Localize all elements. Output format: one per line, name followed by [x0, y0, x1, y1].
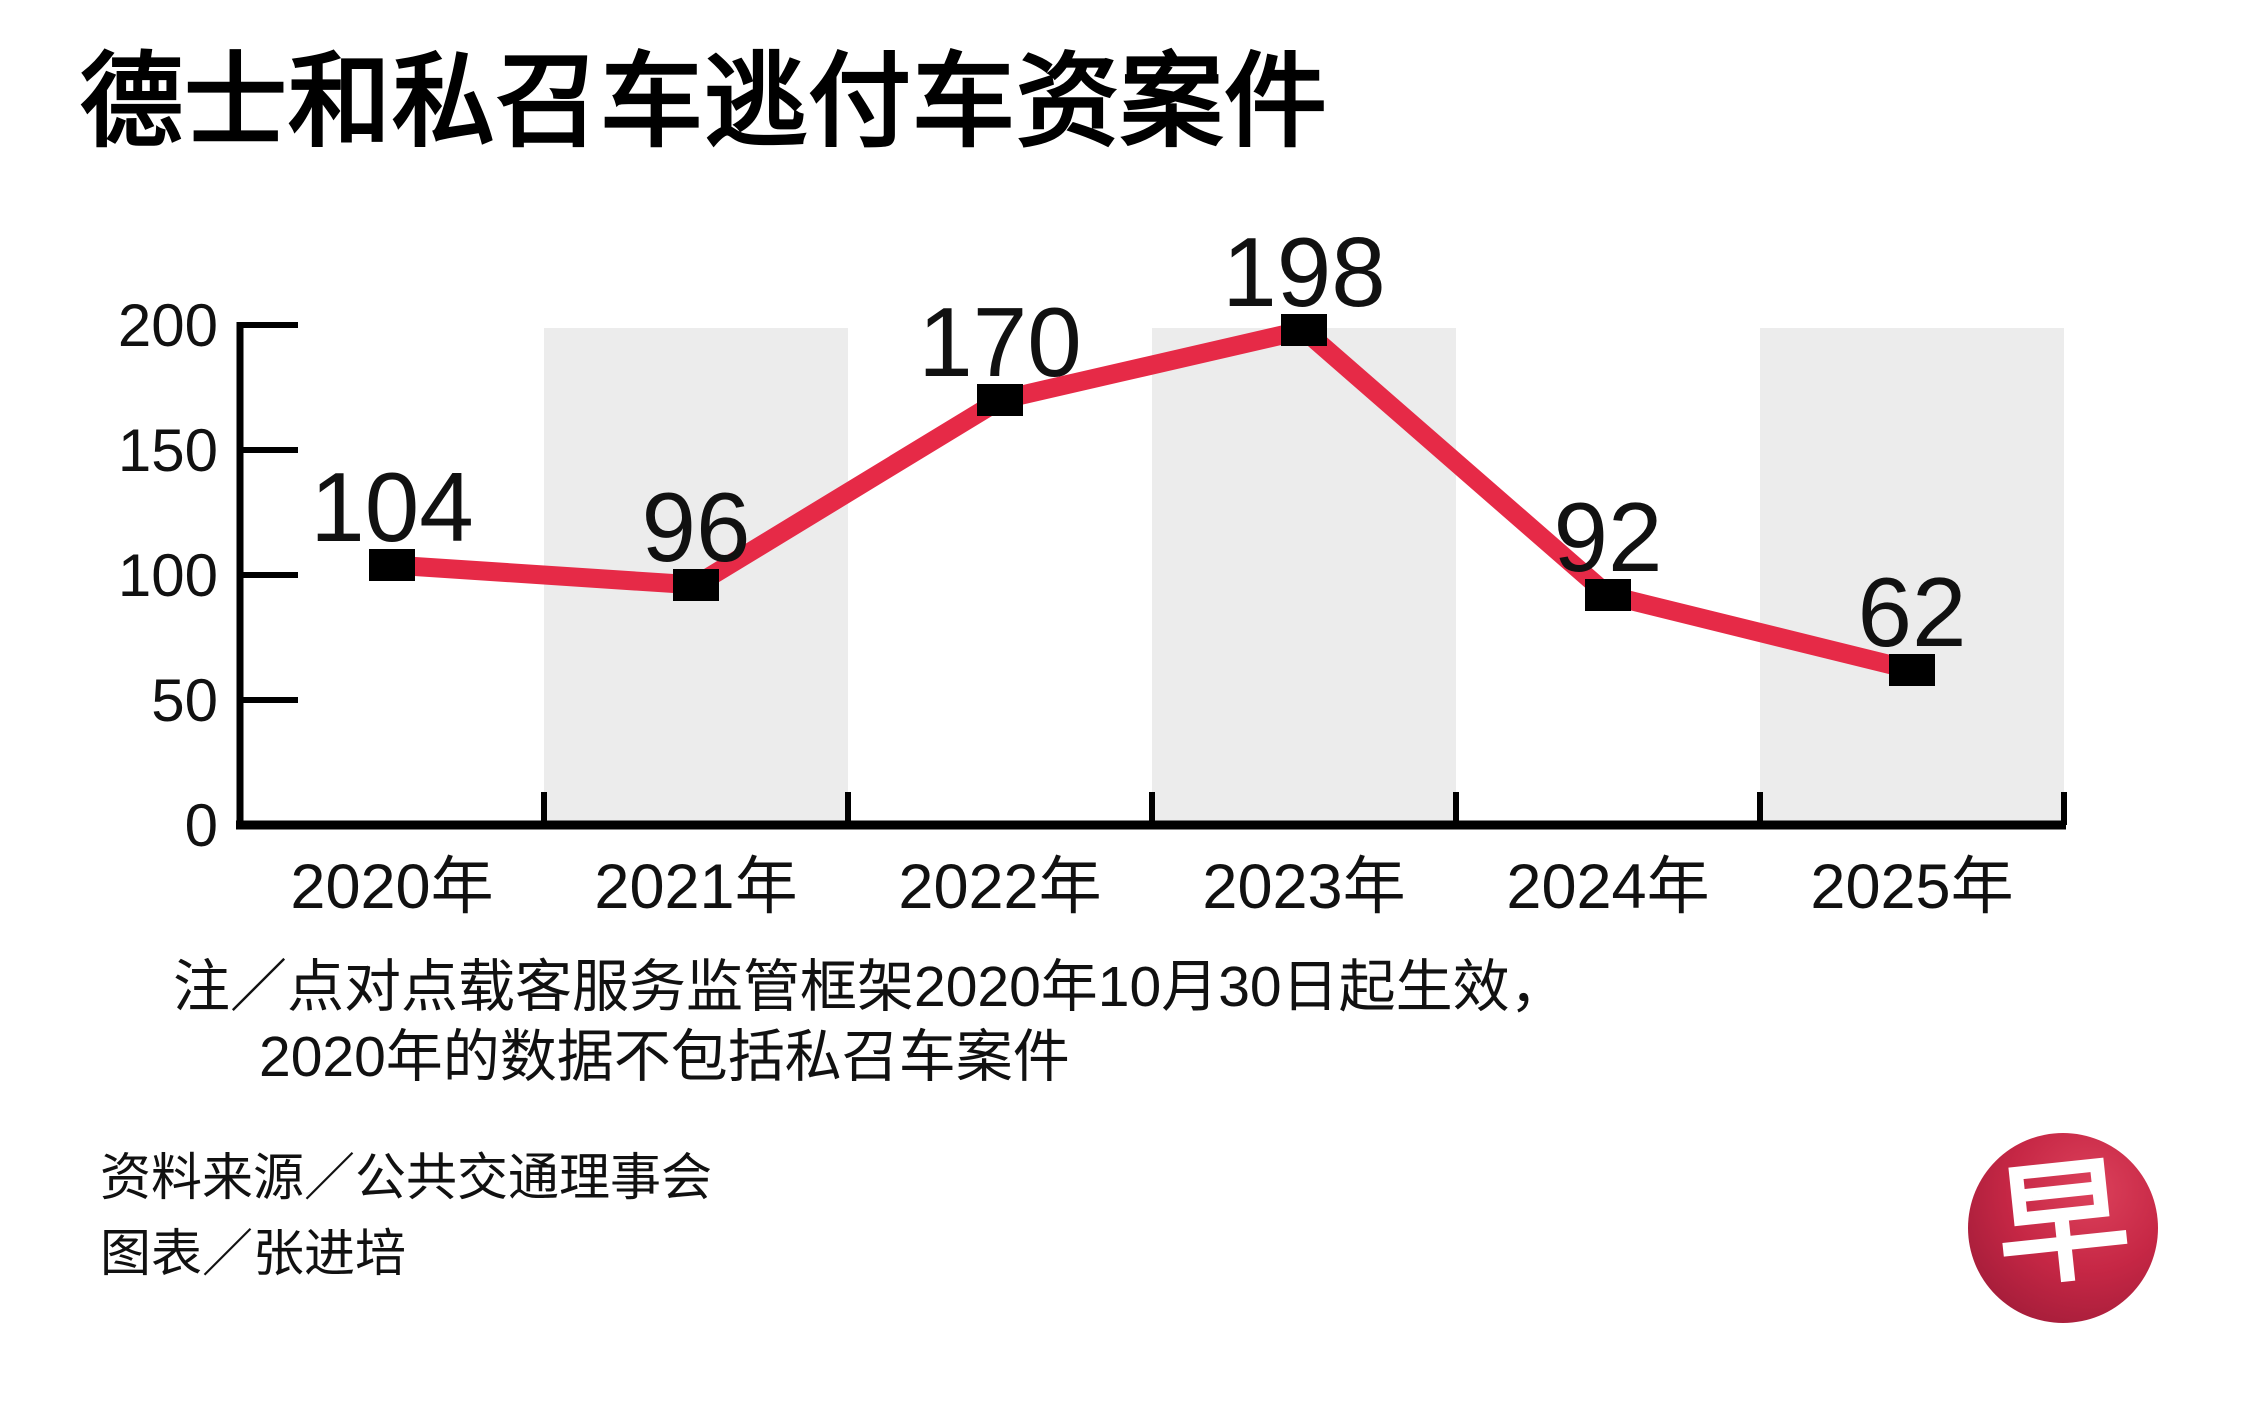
x-tick-label: 2025年	[1810, 852, 2013, 922]
y-tick-label: 150	[118, 417, 218, 484]
y-tick-label: 200	[118, 292, 218, 359]
x-tick-label: 2022年	[898, 852, 1101, 922]
source-credit: 资料来源／公共交通理事会	[100, 1149, 713, 1206]
data-line	[391, 319, 1915, 680]
data-marker	[977, 384, 1023, 416]
data-marker	[1281, 314, 1327, 346]
data-point-label: 104	[310, 452, 474, 562]
data-point-label: 170	[918, 287, 1082, 397]
y-tick-label: 0	[185, 792, 218, 859]
y-tick-label: 50	[151, 667, 218, 734]
note-line-2: 2020年的数据不包括私召车案件	[259, 1025, 1070, 1089]
x-tick-label: 2021年	[594, 852, 797, 922]
note-line-1: 注／点对点载客服务监管框架2020年10月30日起生效，	[173, 955, 1567, 1019]
chart-band	[1152, 328, 1456, 825]
data-point-label: 198	[1222, 217, 1386, 327]
chart-band	[1760, 328, 2064, 825]
page-title: 德士和私召车逃付车资案件	[80, 44, 1328, 159]
data-marker	[1585, 579, 1631, 611]
x-tick-label: 2024年	[1506, 852, 1709, 922]
chart-note: 注／点对点载客服务监管框架2020年10月30日起生效， 2020年的数据不包括…	[173, 952, 1567, 1092]
data-marker	[673, 569, 719, 601]
graphic-credit: 图表／张进培	[100, 1225, 407, 1282]
y-tick-label: 100	[118, 542, 218, 609]
data-point-label: 96	[641, 472, 750, 582]
data-point-label: 92	[1553, 482, 1662, 592]
logo-character: 早	[1989, 1143, 2136, 1304]
data-marker	[1889, 654, 1935, 686]
x-tick-label: 2020年	[290, 852, 493, 922]
data-point-label: 62	[1857, 557, 1966, 667]
data-marker	[369, 549, 415, 581]
zaobao-logo: 早	[1968, 1133, 2158, 1323]
x-tick-label: 2023年	[1202, 852, 1405, 922]
